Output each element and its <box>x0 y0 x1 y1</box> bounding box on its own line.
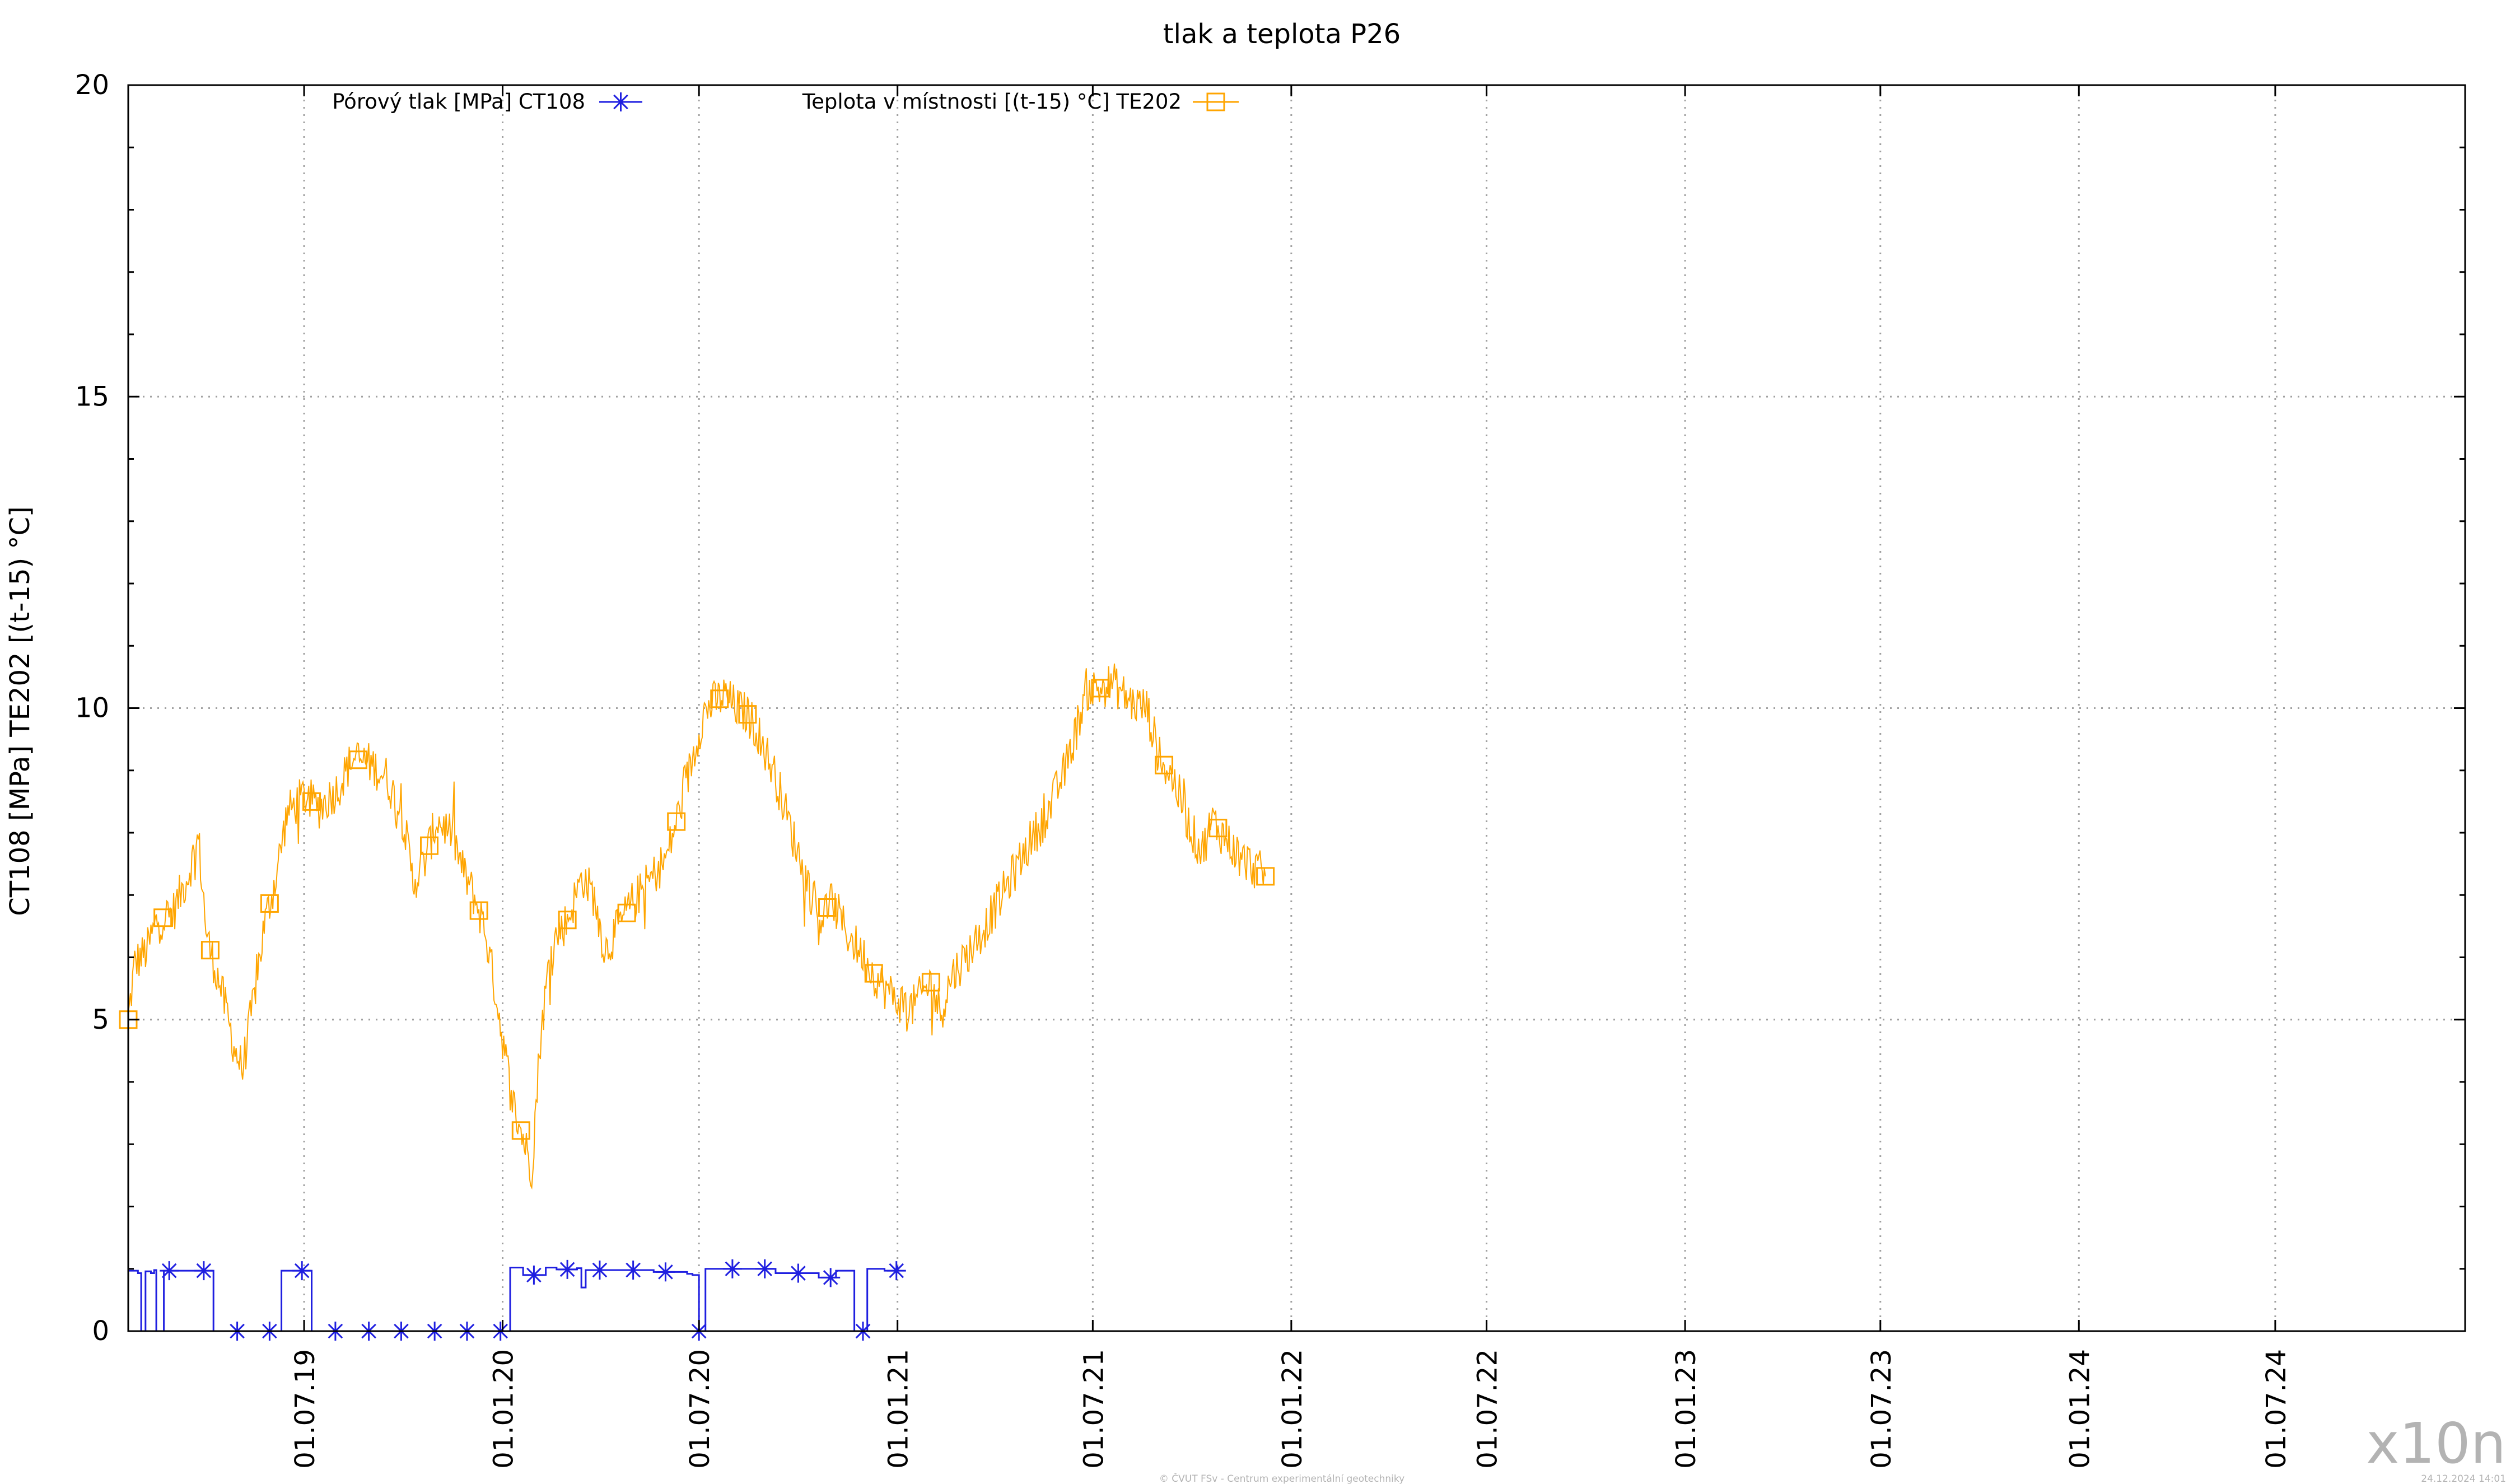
legend: Pórový tlak [MPa] CT108 Teplota v místnos… <box>332 90 1239 114</box>
data-point-marker <box>348 750 367 769</box>
y-tick-label: 5 <box>92 1004 109 1035</box>
data-point-marker-stroke <box>592 1262 608 1278</box>
x-tick-label: 01.01.23 <box>1670 1349 1702 1469</box>
data-point-marker <box>160 1261 179 1281</box>
series-2 <box>119 663 1275 1190</box>
data-point-marker-stroke <box>791 1266 806 1281</box>
data-point-marker <box>755 1259 774 1278</box>
data-point-marker <box>420 836 439 855</box>
data-point-marker <box>722 1259 742 1278</box>
watermark: x10n <box>2366 1411 2506 1476</box>
series-line <box>128 1266 899 1332</box>
data-point-marker <box>511 1121 530 1140</box>
grid <box>128 85 2465 1331</box>
series-1 <box>128 1259 906 1341</box>
y-tick-label: 15 <box>75 381 109 412</box>
x-tick-label: 01.07.22 <box>1472 1349 1504 1469</box>
plot-area <box>119 663 1275 1341</box>
data-point-marker-stroke <box>526 1267 542 1283</box>
data-point-marker <box>1208 819 1228 838</box>
data-point-marker <box>611 92 631 111</box>
data-point-marker-stroke <box>196 1263 212 1278</box>
x-tick-label: 01.07.23 <box>1866 1349 1897 1469</box>
footer-timestamp: 24.12.2024 14:01 <box>2421 1473 2506 1484</box>
y-axis-title: CT108 [MPa] TE202 [(t-15) °C] <box>4 506 36 916</box>
data-point-marker <box>821 1268 841 1287</box>
data-point-marker <box>1091 679 1110 698</box>
data-point-marker <box>617 903 636 922</box>
x-tick-label: 01.07.24 <box>2261 1349 2292 1469</box>
legend-label-2: Teplota v místnosti [(t-15) °C] TE202 <box>802 90 1182 114</box>
data-point-marker <box>200 941 220 960</box>
x-tick-label: 01.07.20 <box>684 1349 716 1469</box>
series-line <box>128 663 1266 1190</box>
x-tick-label: 01.07.21 <box>1078 1349 1109 1469</box>
data-point-marker-stroke <box>613 94 628 110</box>
data-point-marker-stroke <box>294 1263 310 1278</box>
data-point-marker <box>302 792 321 811</box>
data-point-marker <box>921 973 940 992</box>
data-point-marker-stroke <box>658 1264 673 1280</box>
data-point-marker <box>524 1265 544 1285</box>
y-tick-label: 10 <box>75 693 109 724</box>
data-point-marker <box>194 1261 213 1281</box>
data-point-marker <box>886 1261 906 1281</box>
y-tick-label: 0 <box>92 1315 109 1347</box>
data-point-marker-stroke <box>161 1263 177 1278</box>
chart-title: tlak a teplota P26 <box>1163 18 1401 50</box>
legend-label-1: Pórový tlak [MPa] CT108 <box>332 90 585 114</box>
data-point-marker-stroke <box>757 1261 772 1277</box>
data-point-marker <box>788 1263 808 1283</box>
data-point-marker <box>260 894 279 913</box>
axes: 0 5 10 15 20 01.07.19 01.01.20 01.07.20 01.01.21… <box>75 69 2465 1469</box>
data-point-marker <box>153 908 172 927</box>
data-point-marker-stroke <box>889 1263 904 1278</box>
data-point-marker <box>590 1260 609 1280</box>
data-point-marker <box>558 1259 577 1279</box>
data-point-marker <box>864 964 883 983</box>
data-point-marker <box>623 1260 643 1280</box>
footer-copyright: © ČVUT FSv - Centrum experimentální geot… <box>1159 1472 1404 1484</box>
x-tick-label: 01.07.19 <box>290 1349 321 1469</box>
data-point-marker <box>656 1262 675 1282</box>
y-tick-label: 20 <box>75 69 109 101</box>
x-tick-label: 01.01.24 <box>2064 1349 2096 1469</box>
data-point-marker <box>667 812 686 831</box>
data-point-marker-stroke <box>823 1270 838 1285</box>
x-tick-label: 01.01.20 <box>488 1349 520 1469</box>
data-point-marker-stroke <box>725 1261 740 1277</box>
data-point-marker <box>1206 92 1225 111</box>
data-point-marker <box>469 901 488 920</box>
data-point-marker <box>292 1261 312 1281</box>
data-point-marker <box>738 705 757 724</box>
x-tick-label: 01.01.21 <box>883 1349 914 1469</box>
data-point-marker <box>558 911 577 930</box>
data-point-marker-stroke <box>626 1262 641 1278</box>
data-point-marker <box>818 898 837 917</box>
data-point-marker <box>710 689 729 708</box>
x-tick-label: 01.01.22 <box>1277 1349 1308 1469</box>
data-point-marker <box>1256 867 1275 886</box>
data-point-marker <box>1155 755 1174 774</box>
data-point-marker-stroke <box>559 1262 575 1277</box>
